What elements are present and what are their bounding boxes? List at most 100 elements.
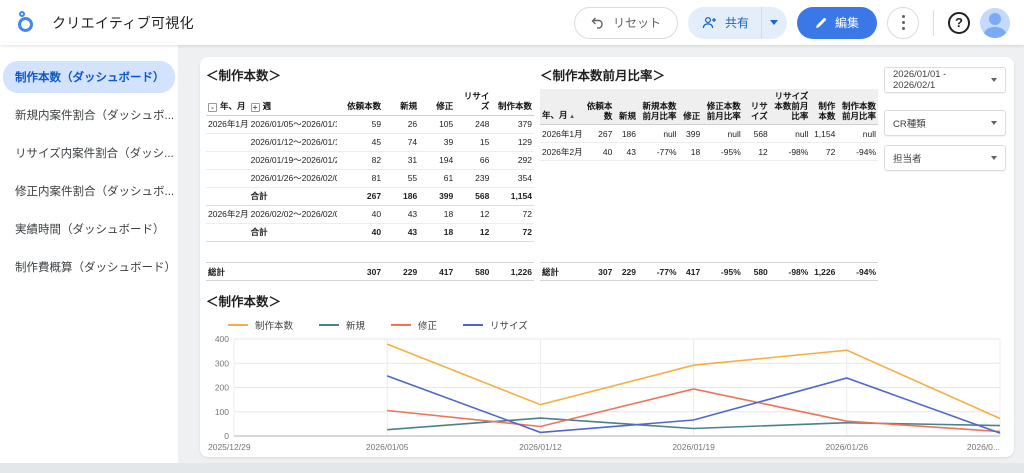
avatar[interactable] bbox=[980, 8, 1010, 38]
column-header[interactable]: 新規 bbox=[614, 89, 638, 125]
cr-type-filter[interactable]: CR種類 bbox=[884, 110, 1006, 136]
column-header[interactable]: リサイズ bbox=[743, 89, 770, 125]
legend-item[interactable]: 制作本数 bbox=[228, 318, 293, 332]
chevron-down-icon bbox=[770, 20, 778, 25]
chevron-down-icon bbox=[991, 78, 997, 82]
legend-label: 制作本数 bbox=[255, 318, 293, 332]
horizontal-scrollbar[interactable] bbox=[0, 463, 1024, 473]
reset-button[interactable]: リセット bbox=[574, 7, 678, 39]
svg-text:2026/0...: 2026/0... bbox=[967, 442, 1000, 452]
manager-label: 担当者 bbox=[893, 151, 922, 165]
legend-swatch bbox=[391, 324, 411, 326]
app-header: クリエイティブ可視化 リセット 共有 bbox=[0, 0, 1024, 45]
share-dropdown-caret[interactable] bbox=[761, 7, 787, 39]
manager-filter[interactable]: 担当者 bbox=[884, 145, 1006, 171]
legend-label: 修正 bbox=[418, 318, 437, 332]
legend-swatch bbox=[319, 324, 339, 326]
grand-total-row: 総計307229-77%417-95%580-98%1,226-94% bbox=[540, 263, 878, 281]
sidebar-item[interactable]: 実績時間（ダッシュボード） bbox=[3, 213, 175, 245]
sort-ascending-icon: ▲ bbox=[568, 114, 576, 120]
weekly-table-host: -年、月+週依頼本数新規修正リサイズ制作本数2026年1月2026/01/05～… bbox=[206, 89, 534, 281]
share-label: 共有 bbox=[725, 14, 749, 31]
svg-text:300: 300 bbox=[215, 358, 229, 368]
table-row: 2026/01/26～2026/02/01 ..815561239354 bbox=[206, 169, 534, 187]
column-header[interactable]: 新規本数前月比率 bbox=[638, 89, 679, 125]
svg-text:2026/01/12: 2026/01/12 bbox=[519, 442, 562, 452]
reset-label: リセット bbox=[613, 14, 661, 31]
column-header[interactable]: -年、月 bbox=[206, 89, 249, 115]
svg-text:2026/01/19: 2026/01/19 bbox=[672, 442, 715, 452]
column-header[interactable]: 年、月 ▲ bbox=[540, 89, 584, 125]
svg-text:2025/12/29: 2025/12/29 bbox=[208, 442, 251, 452]
sidebar-item[interactable]: 修正内案件割合（ダッシュボ... bbox=[3, 175, 175, 207]
pencil-icon bbox=[815, 17, 827, 29]
monthly-table-title: ＜制作本数前月比率＞ bbox=[540, 65, 878, 84]
svg-text:400: 400 bbox=[215, 334, 229, 344]
svg-text:100: 100 bbox=[215, 407, 229, 417]
chart-legend: 制作本数 新規 修正 リサイズ bbox=[228, 318, 1006, 332]
expand-icon[interactable]: + bbox=[251, 103, 260, 112]
svg-text:200: 200 bbox=[215, 383, 229, 393]
column-header[interactable]: 依頼本数 bbox=[584, 89, 614, 125]
monthly-table-host: 年、月 ▲依頼本数新規新規本数前月比率修正修正本数前月比率リサイズリサイズ本数前… bbox=[540, 89, 878, 281]
trend-chart-svg: 2025/12/29 2026/01/05 2026/01/12 2026/01/19… bbox=[206, 334, 1004, 458]
weekly-table-title: ＜制作本数＞ bbox=[206, 65, 534, 84]
undo-icon bbox=[591, 17, 605, 29]
edit-button[interactable]: 編集 bbox=[797, 7, 877, 39]
sidebar-item[interactable]: 制作費概算（ダッシュボード） bbox=[3, 251, 175, 283]
help-icon[interactable]: ? bbox=[948, 12, 970, 34]
share-button[interactable]: 共有 bbox=[688, 7, 787, 39]
column-header[interactable]: +週 bbox=[249, 89, 338, 115]
legend-swatch bbox=[463, 324, 483, 326]
sidebar-item[interactable]: 制作本数（ダッシュボード） bbox=[3, 61, 175, 93]
table-row: 2026/01/12～2026/01/18 ..45743915129 bbox=[206, 133, 534, 151]
table-row: 合計4043181272 bbox=[206, 223, 534, 241]
date-range-value: 2026/01/01 - 2026/02/1 bbox=[893, 69, 985, 91]
more-options-button[interactable] bbox=[887, 7, 919, 39]
table-row: 2026年2月4043-77%18-95%12-98%72-94% bbox=[540, 143, 878, 161]
kebab-icon bbox=[902, 14, 905, 32]
grand-total-row: 総計3072294175801,226 bbox=[206, 263, 534, 281]
legend-item[interactable]: リサイズ bbox=[463, 318, 528, 332]
chevron-down-icon bbox=[991, 156, 997, 160]
date-range-control[interactable]: 2026/01/01 - 2026/02/1 bbox=[884, 67, 1006, 93]
chevron-down-icon bbox=[991, 121, 997, 125]
sidebar-item[interactable]: 新規内案件割合（ダッシュボ... bbox=[3, 99, 175, 131]
collapse-icon[interactable]: - bbox=[208, 103, 217, 112]
sidebar-item[interactable]: リサイズ内案件割合（ダッシ... bbox=[3, 137, 175, 169]
sidebar-nav: 制作本数（ダッシュボード） 新規内案件割合（ダッシュボ... リサイズ内案件割合（ダ… bbox=[0, 45, 178, 463]
edit-label: 編集 bbox=[835, 14, 859, 31]
column-header[interactable]: 修正 bbox=[419, 89, 455, 115]
report-canvas: ＜制作本数＞ -年、月+週依頼本数新規修正リサイズ制作本数2026年1月2026… bbox=[178, 45, 1024, 463]
table-row: 2026年1月267186null399null568null1,154null bbox=[540, 125, 878, 143]
legend-item[interactable]: 新規 bbox=[319, 318, 365, 332]
table-row: 2026/01/19～2026/01/25 ..823119466292 bbox=[206, 151, 534, 169]
column-header[interactable]: 制作本数 bbox=[810, 89, 837, 125]
table-row: 2026年1月2026/01/05～2026/01/11 ..592610524… bbox=[206, 115, 534, 133]
table-row: 2026年2月2026/02/02～2026/02/08 ..404318127… bbox=[206, 205, 534, 223]
legend-swatch bbox=[228, 324, 248, 326]
production-trend-chart: ＜制作本数＞ 制作本数 新規 修正 リサイズ 2025/12/29 2026/01/05… bbox=[206, 291, 1006, 463]
report-title: クリエイティブ可視化 bbox=[52, 13, 194, 33]
svg-text:0: 0 bbox=[224, 431, 229, 441]
column-header[interactable]: リサイズ本数前月比率 bbox=[770, 89, 811, 125]
cr-type-label: CR種類 bbox=[893, 116, 926, 130]
column-header[interactable]: 制作本数 bbox=[491, 89, 534, 115]
svg-text:2026/01/26: 2026/01/26 bbox=[826, 442, 869, 452]
svg-text:2026/01/05: 2026/01/05 bbox=[366, 442, 409, 452]
weekly-production-table: ＜制作本数＞ -年、月+週依頼本数新規修正リサイズ制作本数2026年1月2026… bbox=[206, 65, 534, 277]
column-header[interactable]: 修正本数前月比率 bbox=[702, 89, 743, 125]
legend-label: リサイズ bbox=[490, 318, 528, 332]
column-header[interactable]: 修正 bbox=[679, 89, 703, 125]
person-add-icon bbox=[702, 16, 717, 29]
column-header[interactable]: 依頼本数 bbox=[337, 89, 383, 115]
column-header[interactable]: 新規 bbox=[383, 89, 419, 115]
column-header[interactable]: 制作本数前月比率 bbox=[837, 89, 878, 125]
column-header[interactable]: リサイズ bbox=[455, 89, 491, 115]
legend-item[interactable]: 修正 bbox=[391, 318, 437, 332]
header-divider bbox=[933, 10, 934, 36]
filter-panel: 2026/01/01 - 2026/02/1 CR種類 担当者 bbox=[884, 67, 1006, 171]
looker-studio-logo bbox=[16, 12, 38, 34]
chart-title: ＜制作本数＞ bbox=[206, 291, 1006, 310]
table-row: 合計2671863995681,154 bbox=[206, 187, 534, 205]
